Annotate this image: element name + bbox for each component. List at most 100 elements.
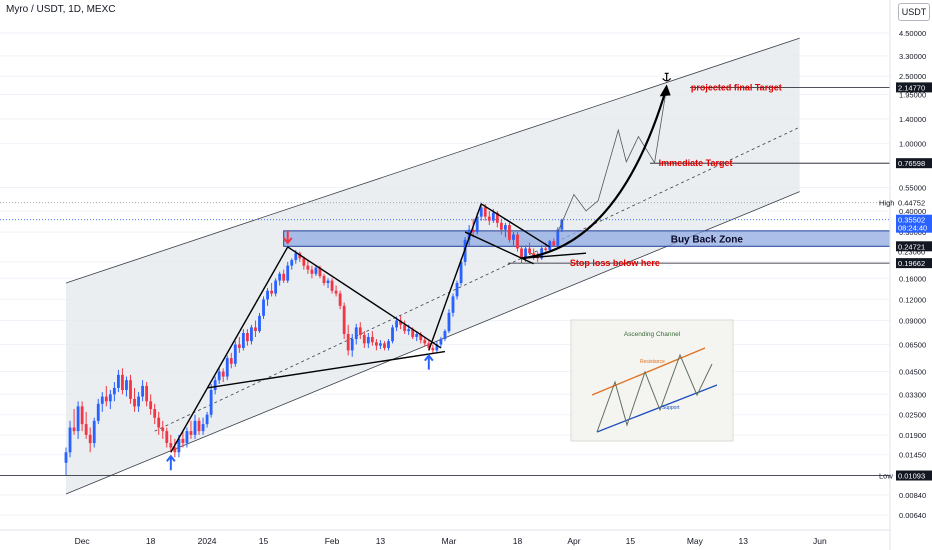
candle-body [334,290,338,294]
candle-body [552,241,556,246]
candle-body [556,229,560,246]
price-label: 0.35502 [898,216,925,225]
channel-upper-line [65,37,800,284]
x-tick-label: Dec [75,536,91,546]
candle-body [379,343,382,346]
candle-body [104,396,108,402]
candle-body [487,216,491,221]
y-tick-label: 0.12000 [899,295,926,304]
channel-fill [66,38,800,495]
candle-body [173,447,177,453]
candle-body [520,248,523,259]
y-tick-label: 1.00000 [899,140,926,149]
inset-support-line [596,384,718,433]
quote-currency-button[interactable]: USDT [898,3,930,21]
x-tick-label: May [687,536,704,546]
x-tick-label: Apr [567,536,580,546]
y-tick-label: 0.06500 [899,340,926,349]
y-tick-label: 1.40000 [899,115,926,124]
price-countdown: 08:24:40 [898,224,927,233]
candle-body [254,327,257,332]
x-tick-label: 13 [376,536,386,546]
candle-body [68,427,72,453]
candle-body [532,253,536,257]
candle-body [346,333,350,351]
pattern-trendline [428,203,482,351]
candle-body [354,327,358,340]
candle-body [181,438,185,444]
candle-body [318,267,322,277]
candle-body [560,219,564,230]
candle-body [431,347,435,351]
x-tick-label: 15 [626,536,636,546]
candle-body [399,320,403,325]
candle-body [358,327,362,335]
candle-body [189,431,193,435]
candle-body [435,344,439,351]
candle-body [479,207,483,217]
y-axis: 4.50000 3.30000 2.50000 1.95000 1.40000 1.000… [879,0,932,550]
y-tick-label: 0.55000 [899,184,926,193]
pattern-trendline [170,246,289,453]
y-tick-label: 3.30000 [899,52,926,61]
candle-body [161,427,165,432]
candle-body [245,332,249,342]
y-tick-label: 4.50000 [899,29,926,38]
candle-body [112,387,116,395]
candle-body [528,248,532,254]
level-lines [0,86,890,476]
candle-body [495,212,499,223]
candle-body [165,431,169,444]
candle-body [270,290,274,294]
candle-body [96,403,100,421]
inset-diagram: Ascending Channel Resistance Support [570,319,734,442]
candle-body [439,339,443,345]
price-label: 0.24721 [898,242,925,251]
candle-body [241,332,245,348]
candle-body [483,207,487,217]
buy-back-zone: Buy Back Zone [283,230,891,247]
candle-body [233,344,237,364]
price-label-bg [896,470,932,481]
candle-body [137,396,140,407]
x-tick-label: 18 [513,536,523,546]
price-tag: High [879,199,894,208]
candle-body [326,280,330,284]
pair-title[interactable]: Myro / USDT, 1D, MEXC [6,4,116,15]
y-tick-label: 0.09000 [899,317,926,326]
inset-zigzag [596,353,713,433]
inset-resistance-line [591,347,706,396]
inset-background [570,319,734,442]
candle-body [362,334,366,344]
projection-zigzag [557,87,668,233]
candle-body [508,225,511,240]
candle-body [141,385,145,397]
candle-body [108,394,112,402]
y-tick-label: 1.95000 [899,90,926,99]
candle-body [374,342,378,346]
candle-body [76,406,80,432]
candle-body [403,324,407,332]
candle-body [455,283,459,297]
candle-body [310,269,314,274]
candle-body [548,241,552,251]
candle-body [201,424,205,432]
candle-body [274,280,278,294]
candle-body [258,315,261,332]
candle-body [503,225,507,230]
anchor-marker [662,72,672,82]
buy-back-zone-rect [283,230,891,247]
candle-body [544,248,548,251]
candle-body [197,420,201,432]
candle-body [157,417,161,428]
x-tick-label: Mar [442,536,457,546]
candle-body [149,401,153,410]
x-tick-label: Jun [813,536,827,546]
candle-body [322,276,326,284]
candle-body [213,380,217,390]
candle-body [229,358,233,364]
pattern-trendline [480,203,551,248]
candle-body [419,333,423,341]
pattern-trendline [206,350,446,389]
